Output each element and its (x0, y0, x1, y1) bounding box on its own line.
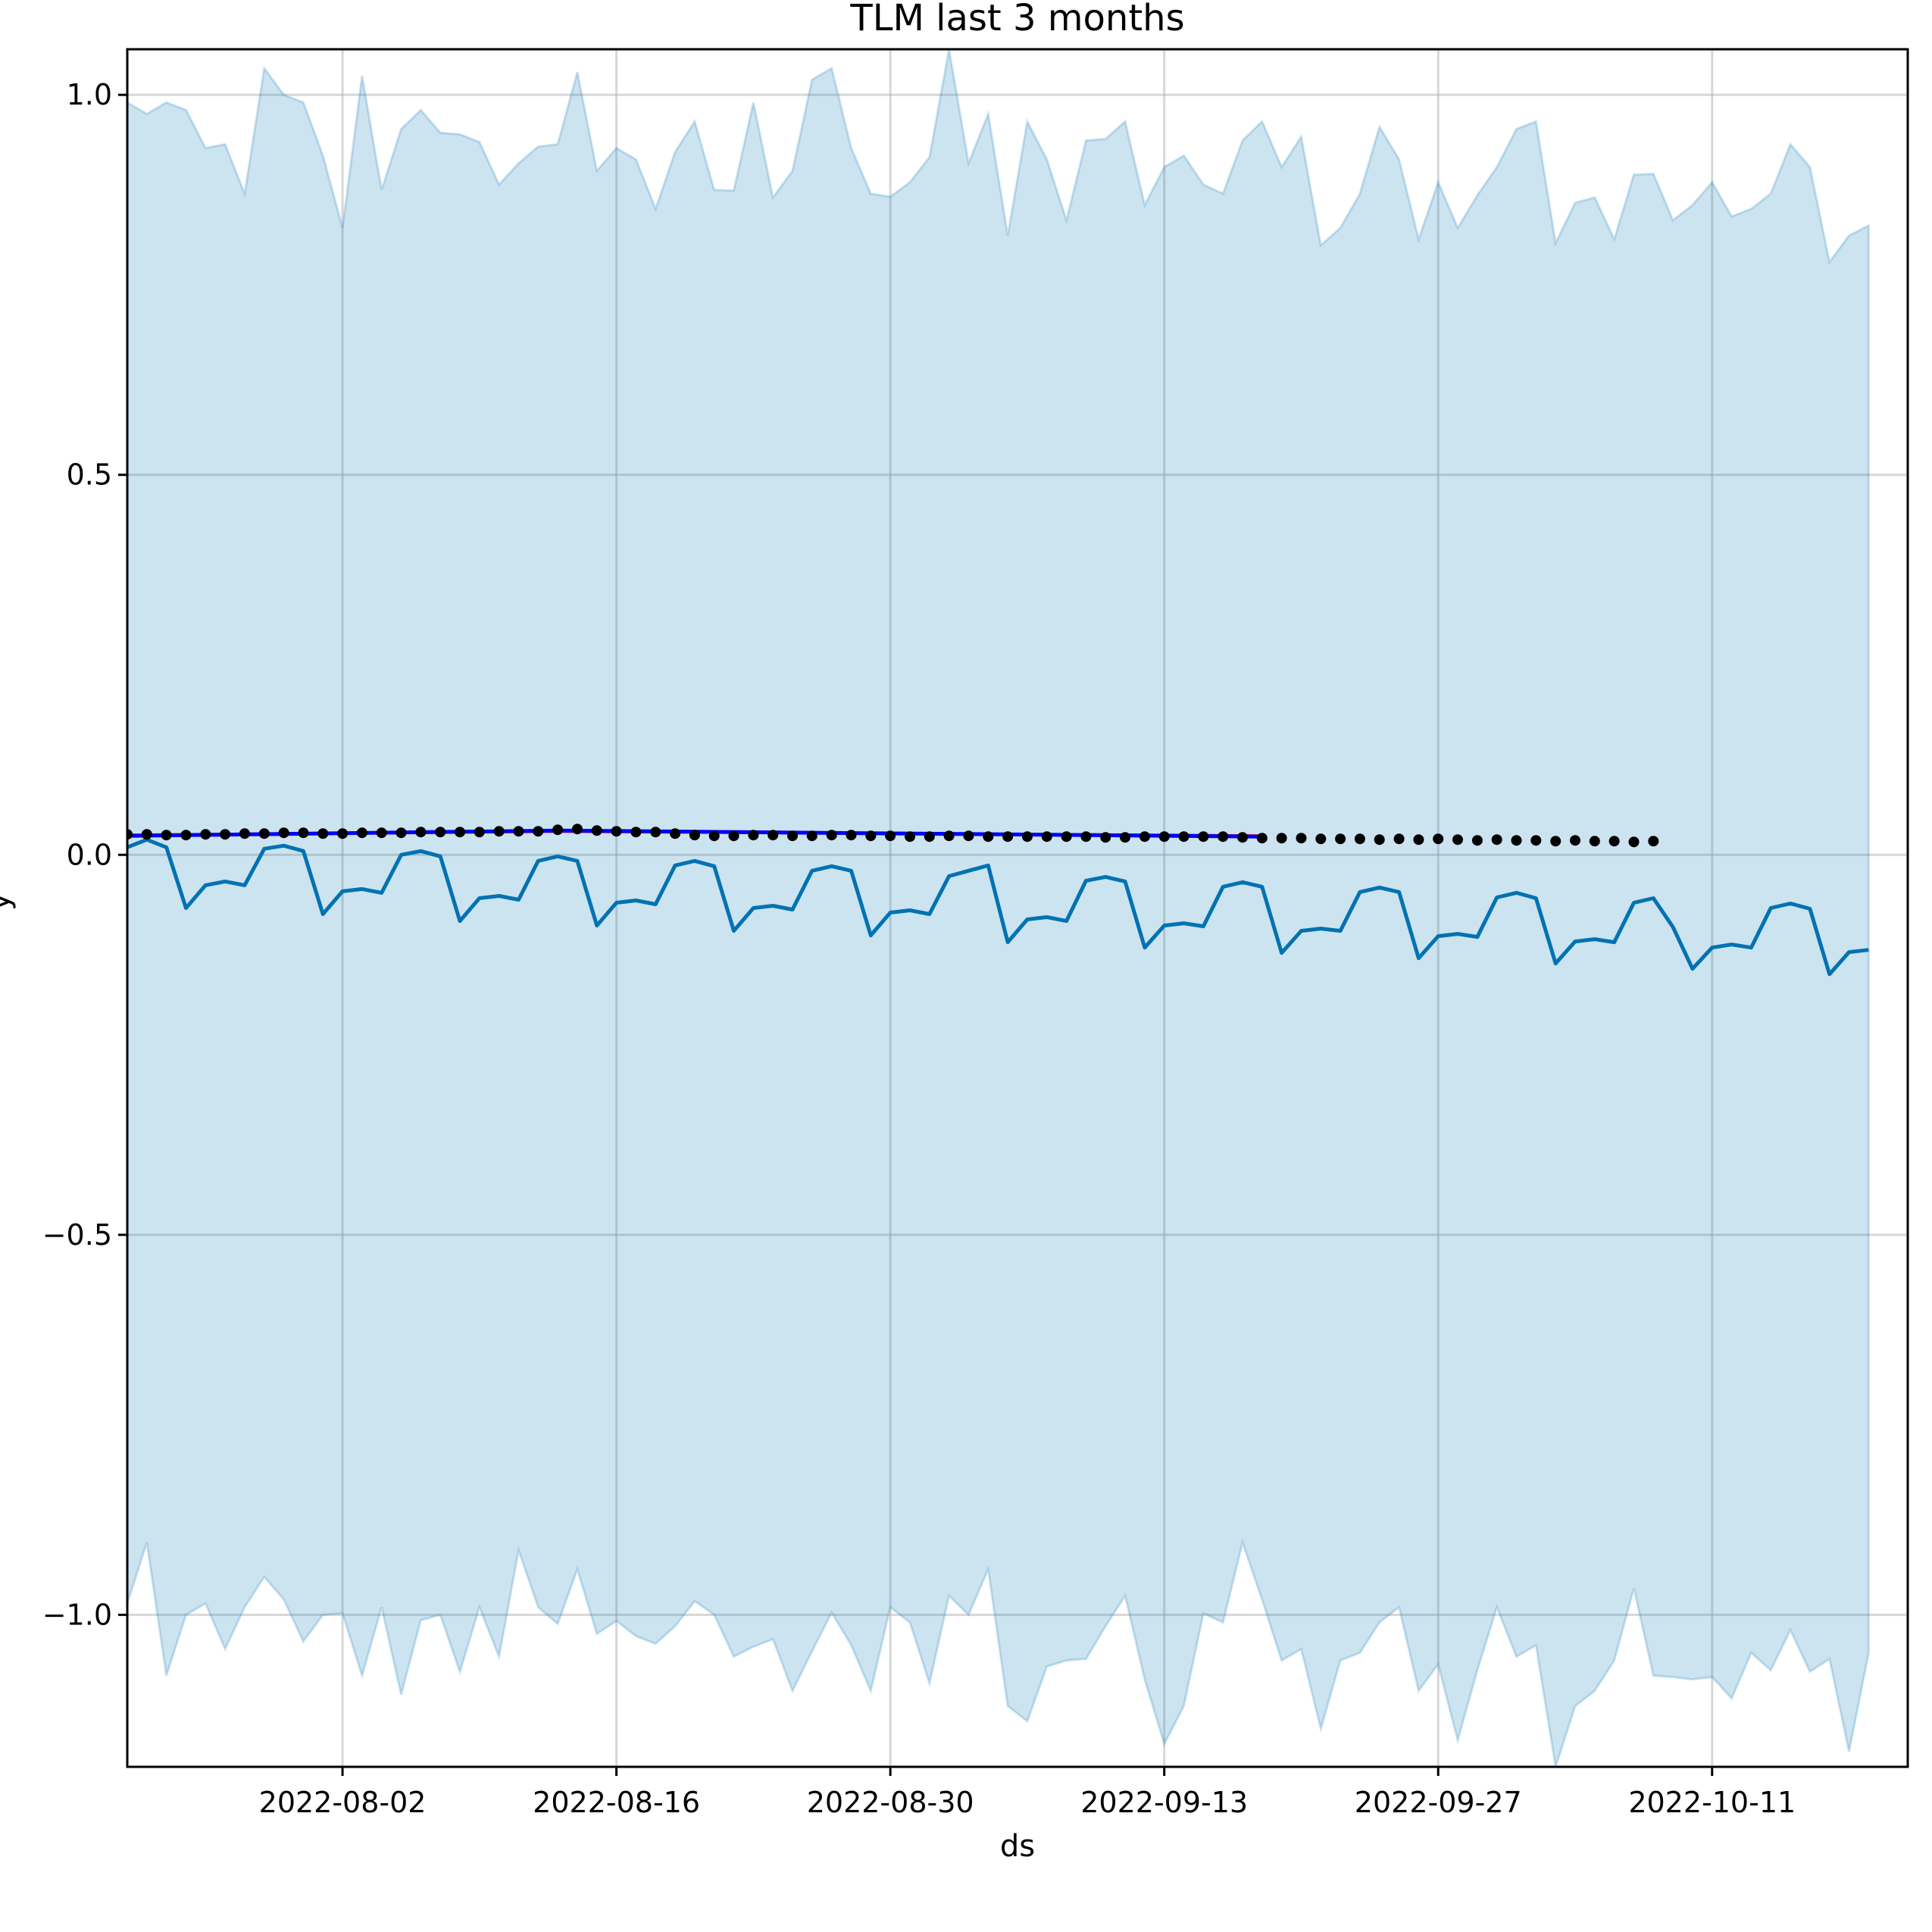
observed-point (474, 827, 485, 838)
y-tick-label: −0.5 (42, 1218, 112, 1252)
observed-point (1256, 833, 1268, 844)
forecast-line (127, 837, 1869, 977)
observed-point (1491, 834, 1502, 846)
observed-point (1158, 831, 1170, 843)
observed-point (1550, 836, 1562, 847)
observed-point (552, 824, 564, 836)
plot-area: 2022-08-02 2022-08-16 2022-08-30 2022-09-13… (42, 48, 1909, 1819)
observed-point (806, 830, 818, 842)
observed-point (885, 830, 896, 842)
observed-point (1335, 833, 1346, 845)
observed-point (1061, 831, 1072, 843)
observed-point (1354, 833, 1365, 845)
observed-point (1002, 831, 1014, 843)
observed-point (591, 825, 602, 836)
observed-point (1120, 832, 1130, 843)
observed-point (493, 826, 505, 837)
observed-point (728, 830, 739, 842)
observed-point (826, 830, 837, 841)
observed-point (630, 827, 642, 838)
observed-point (258, 828, 270, 839)
observed-point (376, 827, 387, 839)
y-tick-label: −1.0 (42, 1598, 112, 1631)
x-tick-label: 2022-08-02 (259, 1786, 427, 1819)
observed-point (239, 828, 250, 839)
observed-point (533, 826, 544, 837)
observed-point (1080, 831, 1092, 843)
observed-point (748, 830, 759, 841)
series-group (127, 49, 1870, 1767)
observed-point (1218, 831, 1229, 843)
y-tick-label: 1.0 (67, 78, 112, 111)
observed-point (1276, 833, 1287, 844)
observed-point (1589, 836, 1600, 847)
y-tick-label: 0.5 (67, 458, 112, 492)
observed-point (435, 827, 446, 838)
observed-point (1237, 832, 1248, 843)
observed-point (1570, 835, 1580, 846)
observed-point (356, 827, 367, 839)
observed-point (1100, 832, 1111, 843)
x-tick-label: 2022-09-13 (1080, 1786, 1248, 1819)
observed-point (943, 830, 955, 842)
observed-point (1178, 831, 1190, 843)
observed-point (983, 831, 994, 843)
observed-point (650, 827, 661, 838)
observed-point (905, 831, 915, 843)
observed-point (161, 830, 172, 841)
observed-point (1413, 834, 1424, 846)
observed-point (1452, 834, 1463, 846)
observed-point (1628, 836, 1640, 848)
observed-point (1198, 831, 1209, 843)
observed-point (1530, 835, 1542, 846)
observed-point (963, 830, 974, 842)
observed-point (180, 830, 192, 841)
observed-point (787, 830, 798, 842)
observed-point (1648, 836, 1659, 847)
observed-point (337, 828, 349, 839)
observed-point (1296, 833, 1307, 844)
observed-point (220, 829, 231, 840)
observed-point (924, 831, 935, 843)
observed-point (611, 826, 622, 837)
observed-point (1608, 836, 1620, 847)
observed-point (317, 828, 329, 839)
observed-point (298, 827, 309, 839)
observed-point (1471, 835, 1483, 846)
observed-point (670, 828, 681, 839)
chart-title: TLM last 3 months (849, 0, 1184, 39)
axes-frame (126, 48, 1909, 1768)
x-tick-label: 2022-10-11 (1628, 1786, 1796, 1819)
x-axis-label: ds (1000, 1829, 1035, 1864)
observed-point (689, 830, 700, 841)
x-tick-label: 2022-08-16 (533, 1786, 700, 1819)
observed-point (1393, 833, 1405, 845)
observed-point (141, 829, 152, 840)
observed-point (1139, 831, 1150, 843)
observed-point (127, 829, 133, 840)
observed-point (1374, 834, 1385, 846)
x-tick-label: 2022-08-30 (807, 1786, 974, 1819)
observed-point (708, 830, 720, 842)
observed-point (1511, 835, 1522, 846)
observed-point (865, 830, 877, 842)
x-tick-label: 2022-09-27 (1355, 1786, 1522, 1819)
observed-point (767, 830, 779, 841)
observed-point (846, 830, 857, 841)
y-tick-label: 0.0 (67, 838, 112, 871)
observed-point (1433, 833, 1444, 845)
observed-point (1041, 831, 1052, 843)
observed-point (395, 827, 407, 839)
observed-point (415, 827, 427, 838)
y-axis-label: y (0, 893, 17, 911)
observed-point (278, 827, 289, 839)
observed-point (572, 824, 583, 835)
observed-point (1315, 833, 1327, 845)
observed-point (455, 827, 465, 838)
observed-point (513, 826, 524, 837)
observed-point (200, 829, 211, 840)
observed-point (1021, 831, 1033, 843)
